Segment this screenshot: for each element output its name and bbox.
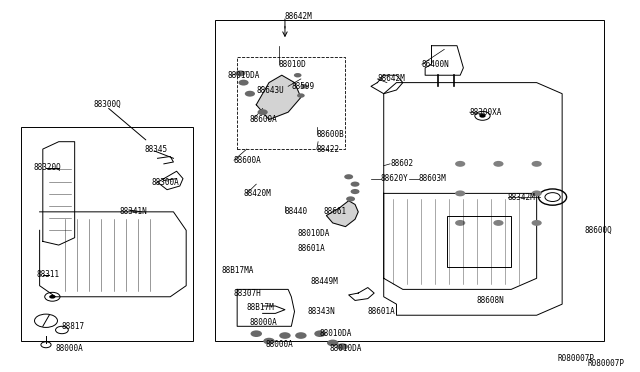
Circle shape [479,114,486,118]
Circle shape [455,190,465,196]
Text: 88B17MA: 88B17MA [221,266,253,275]
Circle shape [493,161,504,167]
Text: 88010DA: 88010DA [228,71,260,80]
Text: 88602: 88602 [390,159,413,169]
Circle shape [532,190,541,196]
Text: 88603M: 88603M [419,174,447,183]
Polygon shape [43,142,75,245]
Text: 88343N: 88343N [307,307,335,316]
Text: 88342M: 88342M [508,193,536,202]
Polygon shape [157,171,183,190]
Circle shape [337,343,348,350]
Text: 88643U: 88643U [256,86,284,94]
Circle shape [250,330,262,337]
Text: 88600B: 88600B [317,130,344,139]
Text: 88608N: 88608N [476,296,504,305]
Polygon shape [371,75,403,94]
Text: 88307H: 88307H [234,289,262,298]
Text: 88311: 88311 [36,270,60,279]
Circle shape [245,91,255,97]
Text: 88600A: 88600A [250,115,278,124]
Circle shape [297,93,305,98]
Circle shape [314,330,326,337]
Circle shape [236,70,246,76]
Text: 88600A: 88600A [234,155,262,165]
Text: 86400N: 86400N [422,60,450,69]
Bar [447,215,511,267]
Circle shape [532,161,541,167]
Text: 88300A: 88300A [151,178,179,187]
Circle shape [295,332,307,339]
Circle shape [294,73,301,77]
Polygon shape [349,288,374,301]
Circle shape [455,161,465,167]
Circle shape [239,80,248,86]
Text: R080007P: R080007P [557,354,594,363]
Text: 88642M: 88642M [378,74,405,83]
Text: 88440: 88440 [285,207,308,217]
Text: 88422: 88422 [317,145,340,154]
Circle shape [351,189,360,194]
Text: 88320Q: 88320Q [33,163,61,172]
Text: 88000A: 88000A [56,344,83,353]
Circle shape [257,109,268,115]
Polygon shape [237,289,294,326]
Polygon shape [384,83,562,315]
Polygon shape [425,46,463,75]
Bar [20,127,193,341]
Bar [215,20,604,341]
Polygon shape [326,201,358,227]
Text: 88000A: 88000A [266,340,294,349]
Circle shape [493,220,504,226]
Circle shape [346,196,355,202]
Polygon shape [40,212,186,297]
Text: 88B17M: 88B17M [246,303,275,312]
Text: 88449M: 88449M [310,278,338,286]
Text: 88599: 88599 [291,82,314,91]
Circle shape [455,220,465,226]
Text: 88817: 88817 [62,322,85,331]
Circle shape [327,340,339,346]
Text: R080007P: R080007P [588,359,625,368]
Text: 88010DA: 88010DA [298,230,330,238]
Text: 88601A: 88601A [368,307,396,316]
Circle shape [49,295,56,299]
Circle shape [532,220,541,226]
Text: 88300XA: 88300XA [470,108,502,117]
Text: 88345: 88345 [145,145,168,154]
Circle shape [300,84,308,89]
Text: 88420M: 88420M [244,189,271,198]
Text: 88601A: 88601A [298,244,326,253]
Text: 88600Q: 88600Q [584,226,612,235]
Circle shape [344,174,353,179]
Circle shape [263,338,275,344]
Text: 88010D: 88010D [278,60,307,69]
Text: 88300Q: 88300Q [94,100,122,109]
Text: 88341N: 88341N [119,207,147,217]
Text: 88661: 88661 [323,207,346,217]
Text: 88010DA: 88010DA [320,329,353,338]
Circle shape [279,332,291,339]
Text: 88000A: 88000A [250,318,278,327]
Circle shape [351,182,360,187]
Text: 88010DA: 88010DA [330,344,362,353]
Polygon shape [256,75,301,119]
Polygon shape [384,193,537,289]
Text: 88642M: 88642M [285,12,313,21]
Text: 88620Y: 88620Y [381,174,408,183]
